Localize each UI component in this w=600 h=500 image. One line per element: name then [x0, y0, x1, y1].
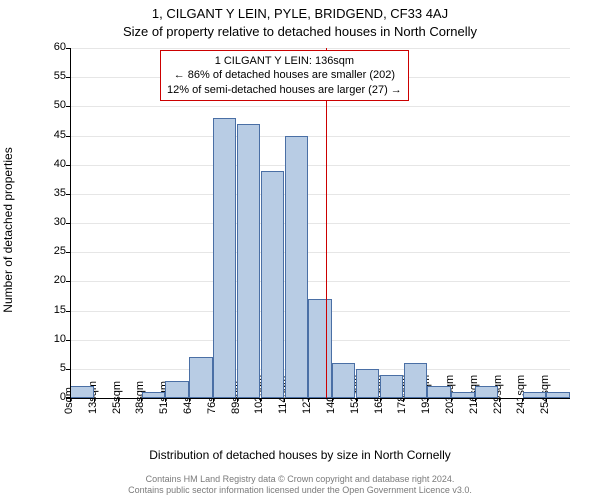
- y-tick-label: 5: [36, 362, 66, 374]
- bar: [404, 363, 427, 398]
- annotation-box: 1 CILGANT Y LEIN: 136sqm← 86% of detache…: [160, 50, 409, 101]
- bar: [308, 299, 331, 398]
- bar: [213, 118, 236, 398]
- bar: [285, 136, 308, 399]
- annotation-line1: 1 CILGANT Y LEIN: 136sqm: [167, 54, 402, 68]
- y-tick-label: 15: [36, 304, 66, 316]
- bar: [237, 124, 260, 398]
- gridline: [70, 252, 570, 253]
- footer-attribution: Contains HM Land Registry data © Crown c…: [0, 474, 600, 496]
- gridline: [70, 281, 570, 282]
- gridline: [70, 194, 570, 195]
- bar: [332, 363, 355, 398]
- y-tick-label: 10: [36, 333, 66, 345]
- bar: [189, 357, 212, 398]
- bar: [356, 369, 379, 398]
- gridline: [70, 48, 570, 49]
- y-tick-label: 0: [36, 391, 66, 403]
- bar: [70, 386, 93, 398]
- y-axis-title: Number of detached properties: [1, 147, 15, 312]
- annotation-line3: 12% of semi-detached houses are larger (…: [167, 83, 402, 97]
- annotation-line2: ← 86% of detached houses are smaller (20…: [167, 68, 402, 82]
- footer-line1: Contains HM Land Registry data © Crown c…: [0, 474, 600, 485]
- bar: [427, 386, 450, 398]
- gridline: [70, 106, 570, 107]
- chart-title-line1: 1, CILGANT Y LEIN, PYLE, BRIDGEND, CF33 …: [0, 6, 600, 21]
- y-axis-line: [70, 48, 71, 398]
- bar: [261, 171, 284, 399]
- x-axis-title: Distribution of detached houses by size …: [0, 448, 600, 462]
- x-axis-line: [70, 398, 570, 399]
- chart-title-line2: Size of property relative to detached ho…: [0, 24, 600, 39]
- footer-line2: Contains public sector information licen…: [0, 485, 600, 496]
- bar: [475, 386, 498, 398]
- y-tick-label: 35: [36, 187, 66, 199]
- bar: [380, 375, 403, 398]
- y-tick-label: 60: [36, 41, 66, 53]
- gridline: [70, 165, 570, 166]
- y-tick-label: 40: [36, 158, 66, 170]
- y-tick-label: 25: [36, 245, 66, 257]
- gridline: [70, 136, 570, 137]
- plot-area: 1 CILGANT Y LEIN: 136sqm← 86% of detache…: [70, 48, 570, 398]
- y-tick-label: 55: [36, 70, 66, 82]
- y-tick-label: 50: [36, 99, 66, 111]
- y-tick-label: 20: [36, 274, 66, 286]
- y-tick-label: 30: [36, 216, 66, 228]
- gridline: [70, 223, 570, 224]
- y-tick-label: 45: [36, 129, 66, 141]
- chart-container: 1, CILGANT Y LEIN, PYLE, BRIDGEND, CF33 …: [0, 0, 600, 500]
- bar: [165, 381, 188, 399]
